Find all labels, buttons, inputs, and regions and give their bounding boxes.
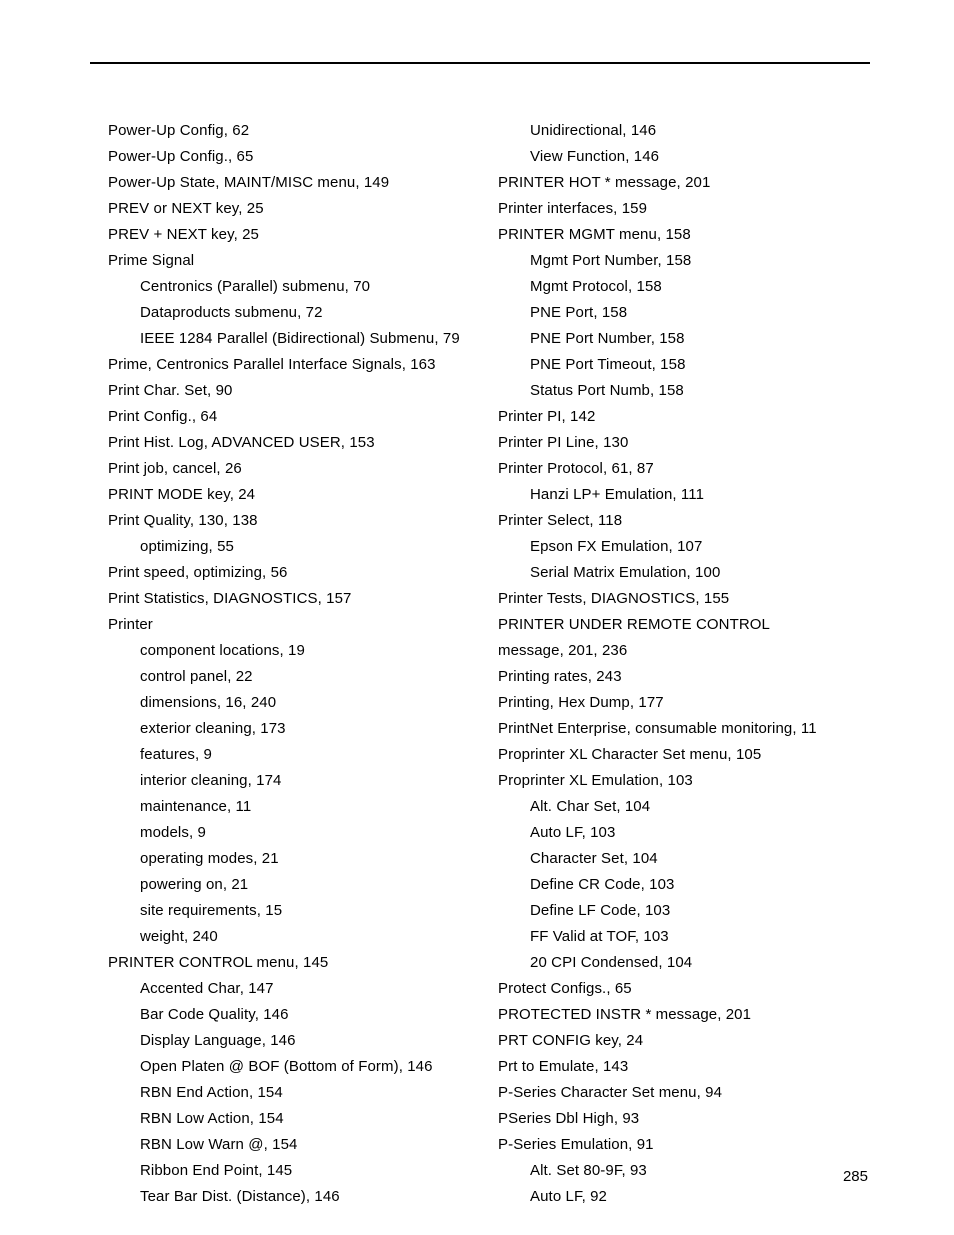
- index-entry: RBN Low Action, 154: [140, 1106, 478, 1132]
- index-entry: Auto LF, 92: [530, 1184, 868, 1210]
- index-entry: 20 CPI Condensed, 104: [530, 950, 868, 976]
- index-entry: Accented Char, 147: [140, 976, 478, 1002]
- index-entry: Mgmt Protocol, 158: [530, 274, 868, 300]
- index-entry: Alt. Set 80-9F, 93: [530, 1158, 868, 1184]
- index-column-left: Power-Up Config, 62Power-Up Config., 65P…: [108, 118, 478, 1210]
- index-entry: Printing, Hex Dump, 177: [498, 690, 868, 716]
- index-entry: maintenance, 11: [140, 794, 478, 820]
- index-entry: Prime Signal: [108, 248, 478, 274]
- index-entry: Epson FX Emulation, 107: [530, 534, 868, 560]
- index-entry: Printer Protocol, 61, 87: [498, 456, 868, 482]
- index-entry: Proprinter XL Character Set menu, 105: [498, 742, 868, 768]
- index-entry: optimizing, 55: [140, 534, 478, 560]
- index-entry: Tear Bar Dist. (Distance), 146: [140, 1184, 478, 1210]
- index-entry: weight, 240: [140, 924, 478, 950]
- index-entry: powering on, 21: [140, 872, 478, 898]
- index-entry: Printer Select, 118: [498, 508, 868, 534]
- index-entry: Printer interfaces, 159: [498, 196, 868, 222]
- index-entry: dimensions, 16, 240: [140, 690, 478, 716]
- index-entry: Print Hist. Log, ADVANCED USER, 153: [108, 430, 478, 456]
- index-entry: PREV + NEXT key, 25: [108, 222, 478, 248]
- index-entry: PNE Port Number, 158: [530, 326, 868, 352]
- index-entry: PRINTER UNDER REMOTE CONTROL: [498, 612, 868, 638]
- index-entry: Printing rates, 243: [498, 664, 868, 690]
- index-entry: Prt to Emulate, 143: [498, 1054, 868, 1080]
- index-entry: Status Port Numb, 158: [530, 378, 868, 404]
- index-entry: Protect Configs., 65: [498, 976, 868, 1002]
- index-columns: Power-Up Config, 62Power-Up Config., 65P…: [108, 118, 868, 1210]
- index-entry: Ribbon End Point, 145: [140, 1158, 478, 1184]
- index-entry: Serial Matrix Emulation, 100: [530, 560, 868, 586]
- index-entry: PNE Port, 158: [530, 300, 868, 326]
- index-entry: exterior cleaning, 173: [140, 716, 478, 742]
- index-entry: Mgmt Port Number, 158: [530, 248, 868, 274]
- index-entry: Define LF Code, 103: [530, 898, 868, 924]
- index-entry: RBN End Action, 154: [140, 1080, 478, 1106]
- page-number: 285: [843, 1168, 868, 1185]
- index-entry: Print Config., 64: [108, 404, 478, 430]
- index-entry: control panel, 22: [140, 664, 478, 690]
- index-entry: Bar Code Quality, 146: [140, 1002, 478, 1028]
- index-entry: FF Valid at TOF, 103: [530, 924, 868, 950]
- index-entry: View Function, 146: [530, 144, 868, 170]
- index-entry: PRINTER MGMT menu, 158: [498, 222, 868, 248]
- index-entry: Printer PI, 142: [498, 404, 868, 430]
- index-entry: Print Quality, 130, 138: [108, 508, 478, 534]
- index-entry: PSeries Dbl High, 93: [498, 1106, 868, 1132]
- index-entry: PrintNet Enterprise, consumable monitori…: [498, 716, 868, 742]
- index-page: Power-Up Config, 62Power-Up Config., 65P…: [0, 0, 954, 1235]
- header-rule: [90, 62, 870, 64]
- index-entry: PRINT MODE key, 24: [108, 482, 478, 508]
- index-entry: Character Set, 104: [530, 846, 868, 872]
- index-entry: component locations, 19: [140, 638, 478, 664]
- index-entry: Print job, cancel, 26: [108, 456, 478, 482]
- index-entry: interior cleaning, 174: [140, 768, 478, 794]
- index-entry: operating modes, 21: [140, 846, 478, 872]
- index-entry: Display Language, 146: [140, 1028, 478, 1054]
- index-entry: P-Series Emulation, 91: [498, 1132, 868, 1158]
- index-entry: PRINTER CONTROL menu, 145: [108, 950, 478, 976]
- index-entry: features, 9: [140, 742, 478, 768]
- index-entry: models, 9: [140, 820, 478, 846]
- index-entry: Define CR Code, 103: [530, 872, 868, 898]
- index-entry: Centronics (Parallel) submenu, 70: [140, 274, 478, 300]
- index-entry: Power-Up Config, 62: [108, 118, 478, 144]
- index-entry: IEEE 1284 Parallel (Bidirectional) Subme…: [140, 326, 478, 352]
- index-entry: Dataproducts submenu, 72: [140, 300, 478, 326]
- index-entry: PNE Port Timeout, 158: [530, 352, 868, 378]
- index-entry: Prime, Centronics Parallel Interface Sig…: [108, 352, 478, 378]
- index-entry: Hanzi LP+ Emulation, 111: [530, 482, 868, 508]
- index-entry: site requirements, 15: [140, 898, 478, 924]
- index-entry: Printer PI Line, 130: [498, 430, 868, 456]
- index-entry: Open Platen @ BOF (Bottom of Form), 146: [140, 1054, 478, 1080]
- index-entry: PREV or NEXT key, 25: [108, 196, 478, 222]
- index-entry: PRT CONFIG key, 24: [498, 1028, 868, 1054]
- index-entry: message, 201, 236: [498, 638, 868, 664]
- index-entry: Print Statistics, DIAGNOSTICS, 157: [108, 586, 478, 612]
- index-entry: Auto LF, 103: [530, 820, 868, 846]
- index-entry: Printer: [108, 612, 478, 638]
- index-column-right: Unidirectional, 146View Function, 146PRI…: [498, 118, 868, 1210]
- index-entry: Unidirectional, 146: [530, 118, 868, 144]
- index-entry: Printer Tests, DIAGNOSTICS, 155: [498, 586, 868, 612]
- index-entry: Power-Up Config., 65: [108, 144, 478, 170]
- index-entry: Print speed, optimizing, 56: [108, 560, 478, 586]
- index-entry: P-Series Character Set menu, 94: [498, 1080, 868, 1106]
- index-entry: Proprinter XL Emulation, 103: [498, 768, 868, 794]
- index-entry: Power-Up State, MAINT/MISC menu, 149: [108, 170, 478, 196]
- index-entry: PRINTER HOT * message, 201: [498, 170, 868, 196]
- index-entry: RBN Low Warn @, 154: [140, 1132, 478, 1158]
- index-entry: PROTECTED INSTR * message, 201: [498, 1002, 868, 1028]
- index-entry: Alt. Char Set, 104: [530, 794, 868, 820]
- index-entry: Print Char. Set, 90: [108, 378, 478, 404]
